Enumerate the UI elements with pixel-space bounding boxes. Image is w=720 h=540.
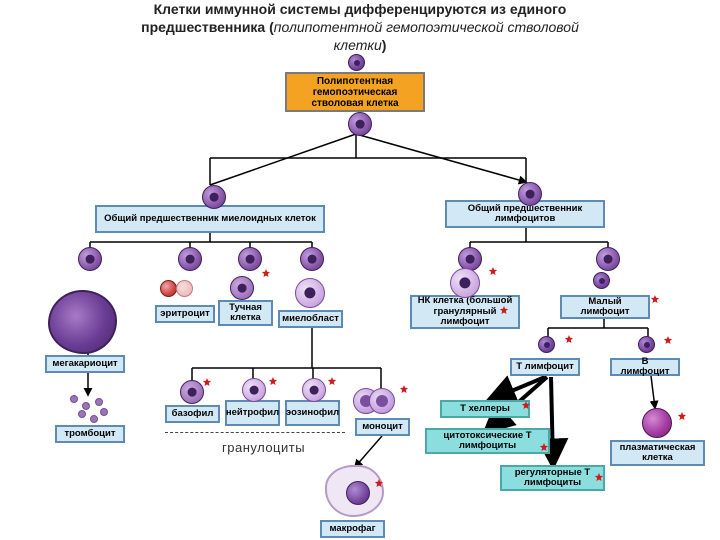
node-macrophage: макрофаг bbox=[320, 520, 385, 538]
star-icon-1 bbox=[487, 266, 499, 278]
t-lymph-label: Т лимфоцит bbox=[516, 362, 574, 372]
plasma-label: плазматическая клетка bbox=[616, 443, 699, 464]
star-icon-5 bbox=[662, 335, 674, 347]
node-b-lymphocyte: В лимфоцит bbox=[610, 358, 680, 376]
cell-icon-macro_c bbox=[325, 465, 384, 517]
t-helper-label: Т хелперы bbox=[460, 404, 510, 414]
node-t-lymphocyte: Т лимфоцит bbox=[510, 358, 580, 376]
thrombocyte-debris-4 bbox=[90, 415, 98, 423]
title-line-2-italic: полипотентной гемопоэтической стволовой bbox=[274, 19, 579, 35]
cell-icon-m_c1 bbox=[78, 247, 102, 271]
node-thrombocyte: тромбоцит bbox=[55, 425, 125, 443]
node-small-lymphocyte: Малый лимфоцит bbox=[560, 295, 650, 319]
cell-icon-myeloblast_c bbox=[295, 278, 325, 308]
granulocytes-label: гранулоциты bbox=[222, 440, 305, 455]
star-icon-8 bbox=[593, 472, 605, 484]
node-neutrophil: нейтрофил bbox=[225, 400, 280, 426]
title-line-1: Клетки иммунной системы дифференцируются… bbox=[154, 1, 567, 17]
star-icon-4 bbox=[563, 334, 575, 346]
node-myeloid: Общий предшественник миелоидных клеток bbox=[95, 205, 325, 233]
star-icon-13 bbox=[398, 384, 410, 396]
cell-icon-m_c3 bbox=[238, 247, 262, 271]
myeloblast-label: миелобласт bbox=[282, 314, 339, 324]
cell-icon-l_c2 bbox=[596, 247, 620, 271]
node-erythrocyte: эритроцит bbox=[155, 305, 215, 323]
title-line-3-italic: клетки bbox=[334, 37, 382, 53]
node-cytotoxic: цитотоксические Т лимфоциты bbox=[425, 428, 550, 454]
node-myeloblast: миелобласт bbox=[278, 310, 343, 328]
node-eosinophil: эозинофил bbox=[285, 400, 340, 426]
star-icon-2 bbox=[498, 305, 510, 317]
eosinophil-label: эозинофил bbox=[286, 408, 339, 418]
erythrocyte-label: эритроцит bbox=[160, 309, 209, 319]
cell-icon-eryth_a bbox=[160, 280, 177, 297]
neutrophil-label: нейтрофил bbox=[226, 408, 279, 418]
cell-icon-myeloid_top bbox=[202, 185, 226, 209]
diagram-title: Клетки иммунной системы дифференцируются… bbox=[0, 0, 720, 55]
small-lymph-label: Малый лимфоцит bbox=[566, 297, 644, 318]
basophil-label: базофил bbox=[172, 409, 214, 419]
macrophage-label: макрофаг bbox=[329, 524, 375, 534]
cell-icon-plasma_c bbox=[642, 408, 672, 438]
megakaryocyte-label: мегакариоцит bbox=[52, 359, 117, 369]
regulatory-label: регуляторные Т лимфоциты bbox=[506, 468, 599, 489]
node-t-helper: Т хелперы bbox=[440, 400, 530, 418]
node-root: Полипотентная гемопоэтическая стволовая … bbox=[285, 72, 425, 112]
cell-icon-m_c4 bbox=[300, 247, 324, 271]
title-line-2a: предшественника ( bbox=[141, 19, 274, 35]
monocyte-label: моноцит bbox=[362, 422, 403, 432]
cell-icon-mast_c bbox=[230, 276, 254, 300]
star-icon-6 bbox=[520, 400, 532, 412]
node-regulatory: регуляторные Т лимфоциты bbox=[500, 465, 605, 491]
thrombocyte-debris-2 bbox=[95, 398, 103, 406]
cell-icon-nk_c bbox=[450, 268, 480, 298]
star-icon-10 bbox=[201, 377, 213, 389]
myeloid-label: Общий предшественник миелоидных клеток bbox=[104, 214, 316, 224]
star-icon-3 bbox=[649, 294, 661, 306]
node-plasma: плазматическая клетка bbox=[610, 440, 705, 466]
title-line-3b: ) bbox=[382, 37, 387, 53]
cell-icon-above_root2 bbox=[348, 112, 372, 136]
cell-icon-small_c bbox=[593, 272, 610, 289]
star-icon-9 bbox=[676, 411, 688, 423]
granulocytes-dashed-line bbox=[165, 432, 345, 433]
cell-icon-mega bbox=[48, 290, 117, 354]
cell-icon-b_c bbox=[638, 336, 655, 353]
star-icon-12 bbox=[326, 376, 338, 388]
cell-icon-t_c bbox=[538, 336, 555, 353]
node-basophil: базофил bbox=[165, 405, 220, 423]
cell-icon-neutro_c bbox=[242, 378, 266, 402]
cell-icon-lymphoid_top bbox=[518, 182, 542, 206]
thrombocyte-debris-3 bbox=[78, 410, 86, 418]
node-monocyte: моноцит bbox=[355, 418, 410, 436]
thrombocyte-debris-1 bbox=[82, 402, 90, 410]
lymphoid-label: Общий предшественник лимфоцитов bbox=[451, 204, 599, 225]
cell-icon-eryth_b bbox=[176, 280, 193, 297]
node-mast: Тучная клетка bbox=[218, 300, 273, 326]
thrombocyte-debris-0 bbox=[70, 395, 78, 403]
star-icon-7 bbox=[538, 442, 550, 454]
node-megakaryocyte: мегакариоцит bbox=[45, 355, 125, 373]
cell-icon-eosi_c bbox=[302, 378, 326, 402]
cell-icon-root bbox=[348, 54, 365, 71]
cytotoxic-label: цитотоксические Т лимфоциты bbox=[431, 431, 544, 452]
mast-label: Тучная клетка bbox=[224, 303, 267, 324]
star-icon-11 bbox=[267, 376, 279, 388]
star-icon-0 bbox=[260, 268, 272, 280]
cell-icon-m_c2 bbox=[178, 247, 202, 271]
thrombocyte-debris-5 bbox=[100, 408, 108, 416]
star-icon-14 bbox=[373, 478, 385, 490]
b-lymph-label: В лимфоцит bbox=[616, 357, 674, 378]
thrombocyte-label: тромбоцит bbox=[64, 429, 115, 439]
root-label: Полипотентная гемопоэтическая стволовая … bbox=[291, 76, 419, 109]
